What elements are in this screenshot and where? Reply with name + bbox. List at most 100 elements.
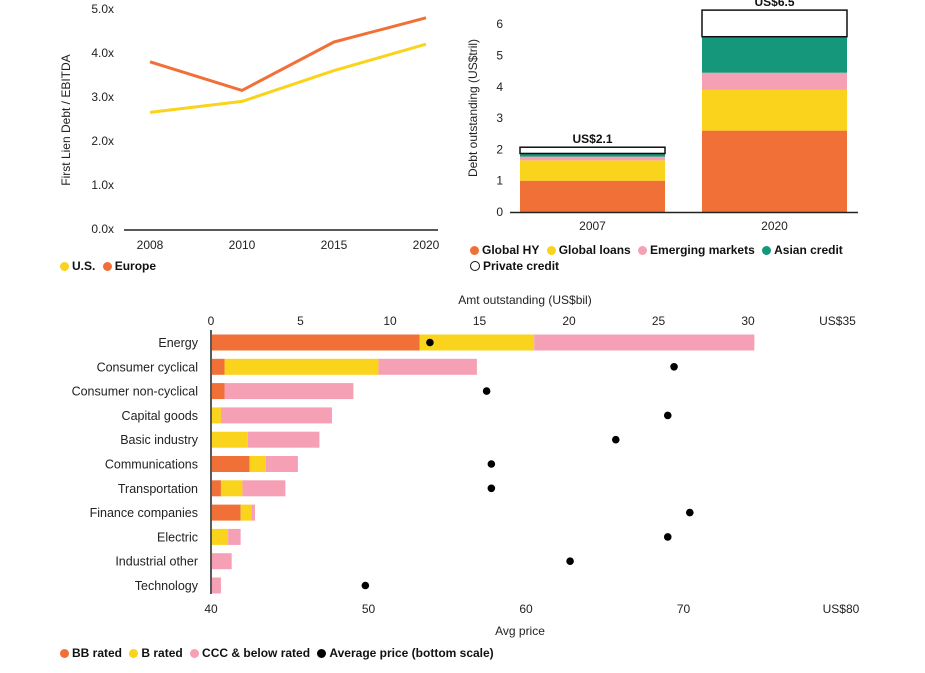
legend-label-us: U.S. (72, 259, 96, 273)
hbar-top-tick-label: US$35 (819, 314, 856, 328)
legend-swatch-private-credit (470, 261, 480, 271)
line-y-tick-label: 4.0x (91, 46, 114, 60)
column-segment-private-credit (701, 9, 848, 38)
hbar-category-label: Consumer cyclical (97, 360, 198, 374)
hbar-chart-legend: BB rated B rated CCC & below rated Avera… (60, 646, 498, 660)
avg-price-dot (663, 411, 672, 420)
avg-price-dot (611, 435, 620, 444)
legend-label-bb: BB rated (72, 646, 123, 660)
hbar-top-tick-label: 5 (297, 314, 304, 328)
avg-price-dot (426, 338, 434, 347)
column-y-tick-label: 5 (496, 49, 503, 63)
hbar-segment-b-rated (240, 504, 252, 521)
hbar-top-tick-label: 30 (741, 314, 755, 328)
avg-price-dot (566, 557, 574, 565)
line-y-tick-label: 2.0x (91, 134, 114, 148)
hbar-segment-ccc---below-rated (224, 383, 354, 400)
legend-item-avg-price: Average price (bottom scale) (317, 646, 494, 660)
hbar-segment-ccc---below-rated (212, 577, 221, 594)
legend-item-bb: BB rated (60, 646, 122, 660)
line-x-tick-label: 2010 (229, 238, 256, 252)
legend-swatch-europe (102, 262, 112, 271)
hbar-segment-bb-rated (212, 456, 250, 472)
line-x-tick-label: 2008 (137, 238, 164, 252)
avg-price-dot (487, 460, 496, 468)
hbar-category-label: Technology (135, 579, 199, 593)
avg-price-dot (482, 387, 491, 395)
column-x-tick-label: 2007 (579, 219, 606, 233)
legend-item-private-credit: Private credit (470, 259, 559, 273)
hbar-segment-b-rated (224, 358, 379, 375)
legend-item-us: U.S. (60, 259, 95, 273)
column-chart-bars: US$2.1 US$6.5 (519, 0, 848, 212)
column-chart-legend: Global HY Global loans Emerging markets … (470, 243, 847, 257)
column-total-label: US$2.1 (572, 132, 612, 146)
column-y-tick-label: 6 (496, 17, 503, 31)
hbar-category-label: Energy (158, 336, 198, 350)
debt-stacked-column-chart: Debt outstanding (US$tril) 0 1 2 3 4 5 6 US$2.… (466, 0, 858, 233)
hbar-bottom-tick-label: 70 (677, 602, 691, 616)
legend-label-b: B rated (141, 646, 183, 660)
line-y-tick-label: 0.0x (91, 222, 114, 236)
legend-label-avg-price: Average price (bottom scale) (329, 646, 494, 660)
hbar-segment-b-rated (212, 431, 248, 448)
column-y-tick-label: 2 (496, 142, 503, 156)
legend-item-asian-credit: Asian credit (762, 243, 843, 257)
hbar-category-label: Industrial other (115, 555, 198, 569)
column-chart-legend-row2: Private credit (470, 259, 563, 273)
line-chart-ylabel: First Lien Debt / EBITDA (59, 54, 73, 185)
legend-swatch-global-hy (470, 246, 479, 255)
hbar-bottom-axis-ticks: 40 50 60 70 US$80 (204, 602, 859, 616)
legend-label-europe: Europe (114, 259, 157, 273)
line-y-tick-label: 5.0x (91, 2, 114, 16)
hbar-segment-ccc---below-rated (220, 407, 332, 424)
hbar-segment-ccc---below-rated (378, 358, 477, 375)
hbar-segment-bb-rated (212, 504, 241, 521)
hbar-top-axis-title: Amt outstanding (US$bil) (458, 293, 591, 307)
column-segment-asian-credit (702, 36, 847, 73)
hbar-bottom-tick-label: 50 (362, 602, 376, 616)
hbar-category-label: Finance companies (90, 506, 198, 520)
line-chart-x-ticks: 2008 2010 2015 2020 (137, 238, 440, 252)
hbar-segment-b-rated (249, 456, 266, 472)
hbar-bars (212, 334, 755, 594)
column-chart-x-ticks: 2007 2020 (579, 219, 788, 233)
hbar-top-tick-label: 10 (383, 314, 397, 328)
legend-label-emerging-markets: Emerging markets (650, 243, 755, 257)
line-series-us (149, 42, 427, 114)
hbar-segment-ccc---below-rated (247, 431, 320, 448)
hbar-segment-ccc---below-rated (242, 480, 286, 497)
hbar-avg-price-dots (361, 338, 694, 590)
line-y-tick-label: 3.0x (91, 90, 114, 104)
column-segment-global-hy (702, 130, 847, 212)
legend-label-global-hy: Global HY (482, 243, 540, 257)
hbar-category-label: Consumer non-cyclical (72, 385, 198, 399)
sector-horizontal-bar-chart: Amt outstanding (US$bil) 0 5 10 15 20 25 30 US$… (72, 293, 860, 638)
hbar-segment-bb-rated (212, 480, 221, 497)
column-y-tick-label: 1 (496, 174, 503, 188)
hbar-segment-b-rated (419, 334, 535, 351)
column-segment-global-loans (520, 160, 665, 181)
legend-item-ccc: CCC & below rated (190, 646, 310, 660)
avg-price-dot (663, 533, 672, 541)
hbar-top-tick-label: 25 (652, 314, 666, 328)
hbar-segment-ccc---below-rated (228, 528, 241, 545)
hbar-segment-b-rated (220, 480, 243, 497)
line-y-tick-label: 1.0x (91, 178, 114, 192)
legend-swatch-asian-credit (762, 246, 772, 255)
legend-swatch-emerging-markets (638, 246, 648, 255)
hbar-category-label: Transportation (118, 482, 198, 496)
avg-price-dot (686, 508, 694, 517)
legend-swatch-b (129, 649, 139, 658)
legend-swatch-avg-price (317, 649, 327, 658)
column-x-tick-label: 2020 (761, 219, 788, 233)
hbar-segment-ccc---below-rated (265, 456, 298, 472)
hbar-category-labels: Energy Consumer cyclical Consumer non-cycl… (72, 336, 199, 593)
column-segment-global-hy (520, 180, 665, 212)
legend-label-asian-credit: Asian credit (774, 243, 843, 257)
avg-price-dot (487, 484, 496, 493)
legend-item-global-hy: Global HY (470, 243, 539, 257)
legend-swatch-us (60, 262, 69, 271)
hbar-segment-bb-rated (212, 383, 225, 400)
hbar-category-label: Capital goods (122, 409, 198, 423)
